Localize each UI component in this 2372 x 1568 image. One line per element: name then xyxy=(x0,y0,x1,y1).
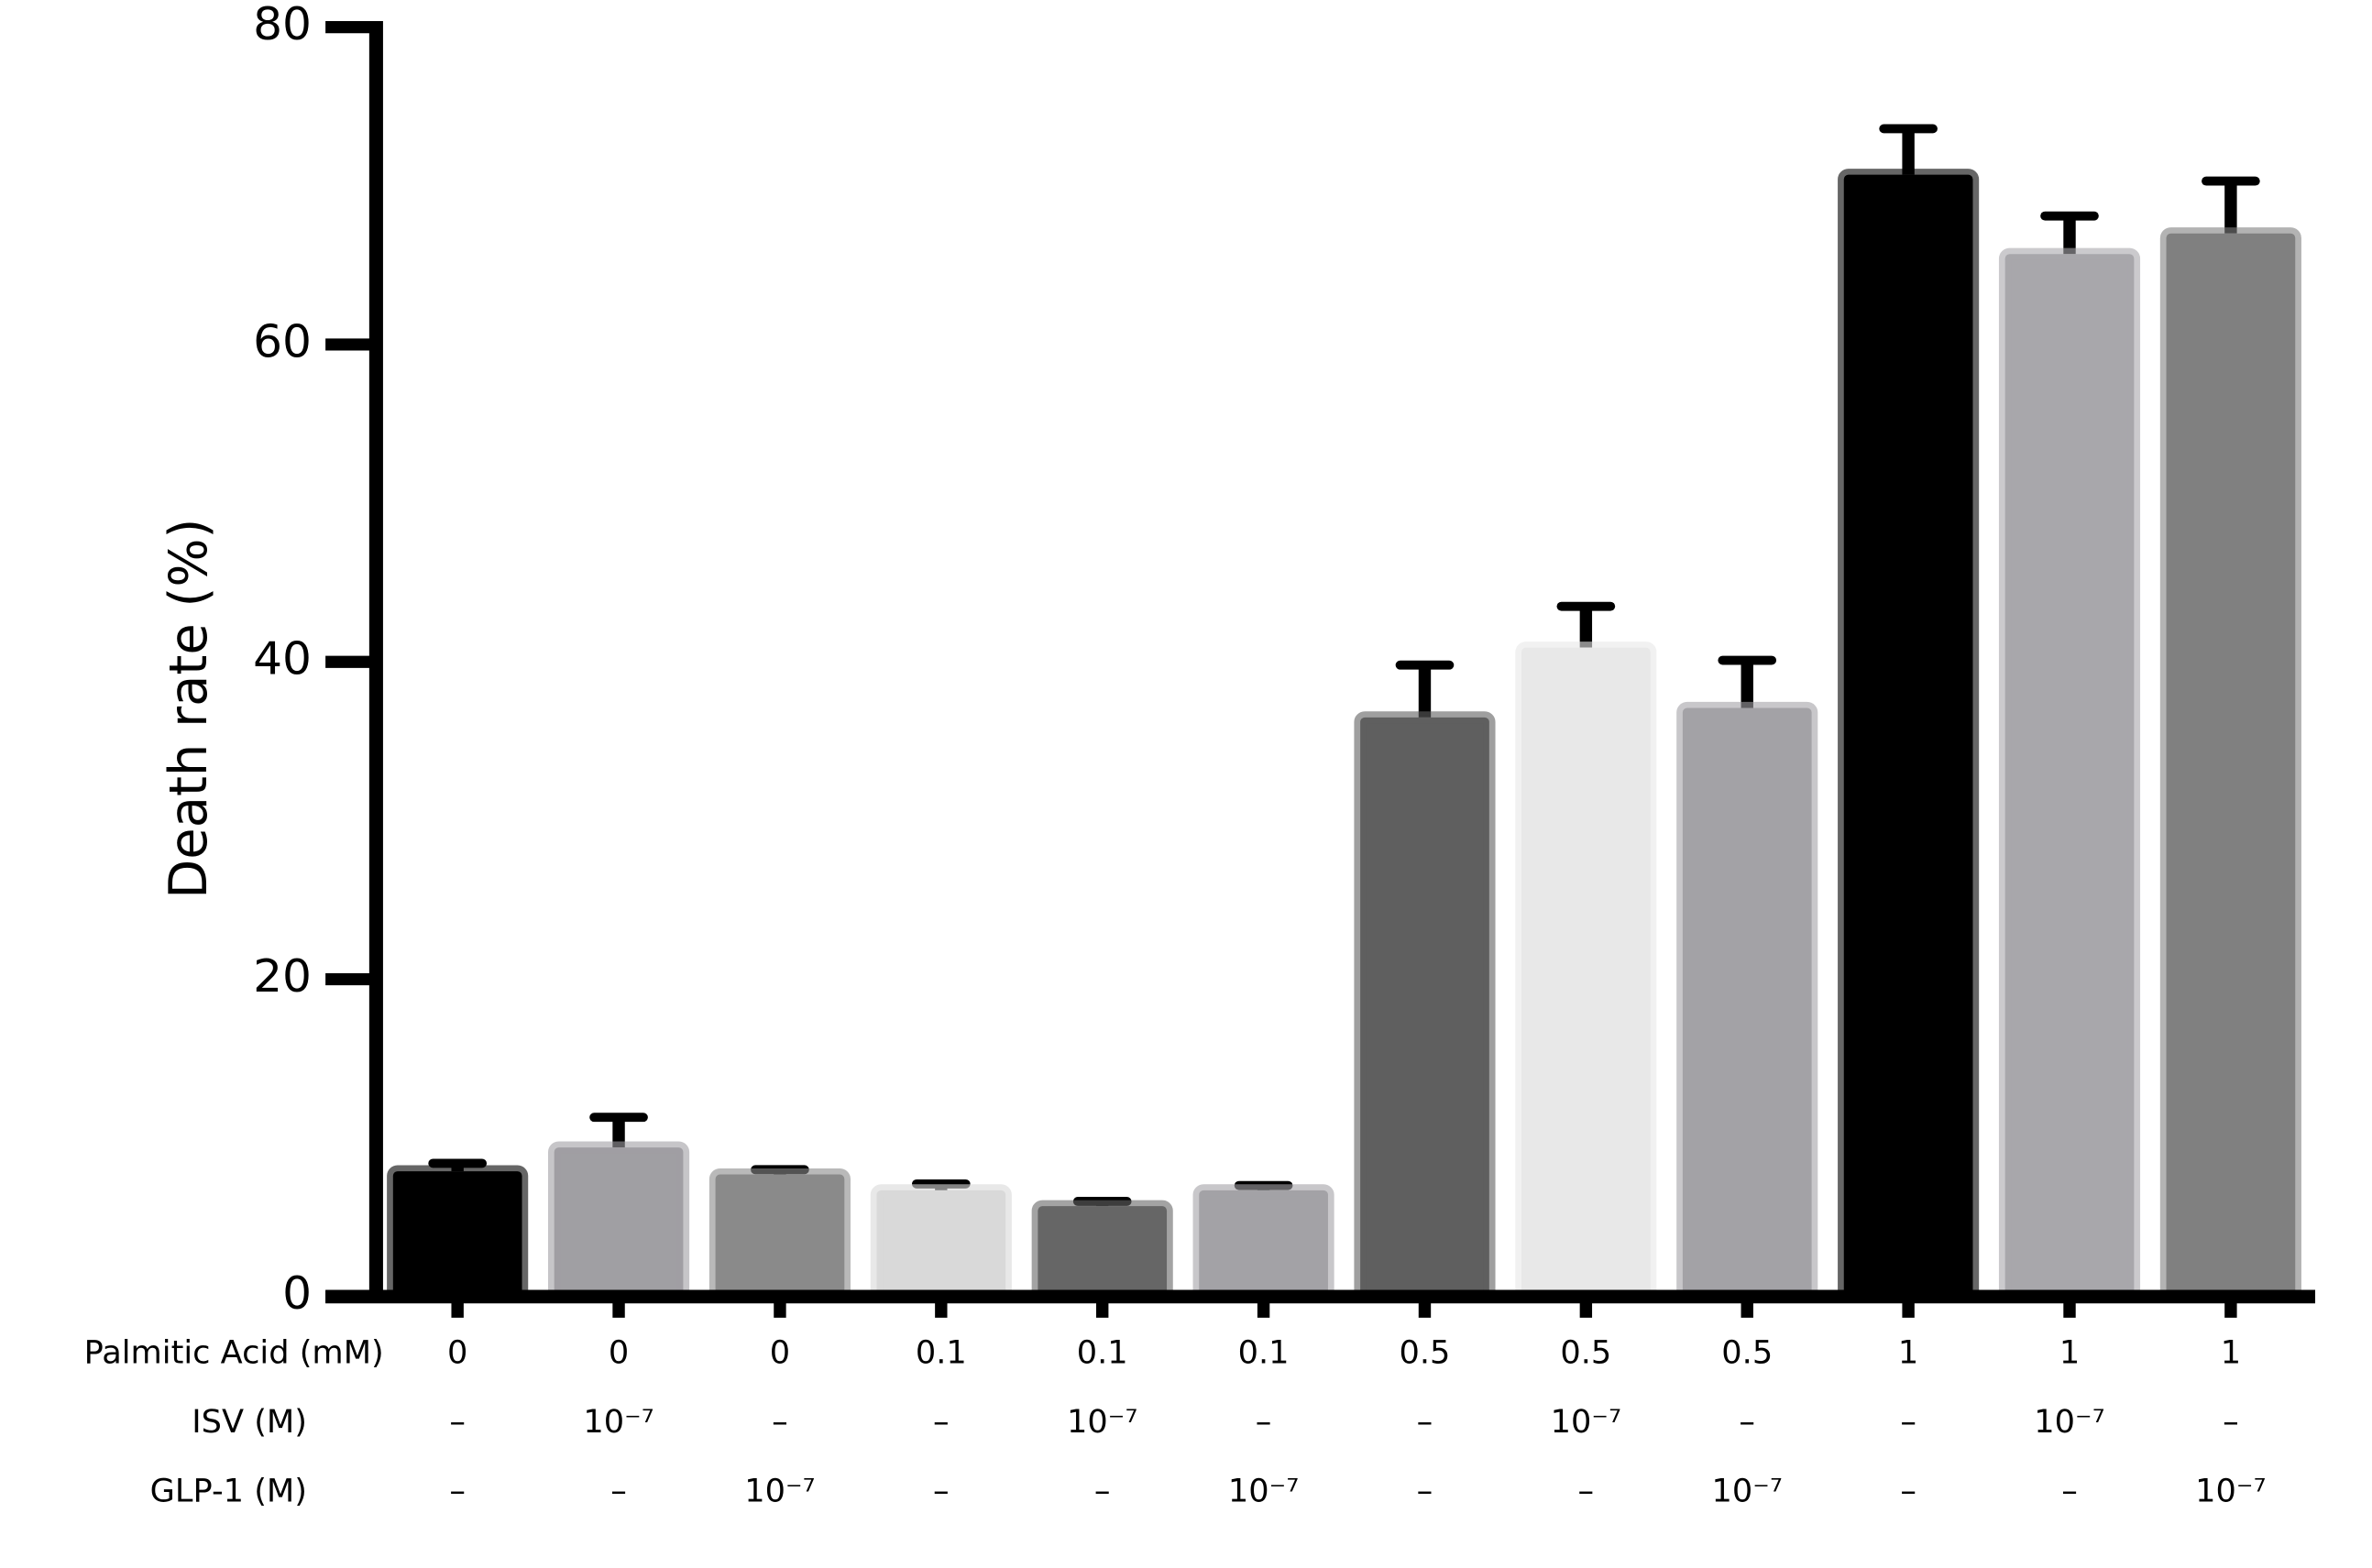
x-tick-label: – xyxy=(772,1404,788,1441)
bar xyxy=(1515,641,1657,1303)
x-tick-label: – xyxy=(933,1404,950,1441)
x-tick-label: 10⁻⁷ xyxy=(1067,1404,1137,1441)
x-tick-label: 0.5 xyxy=(1560,1335,1611,1372)
x-tick-label: – xyxy=(1417,1474,1433,1510)
bar xyxy=(387,1165,529,1303)
x-tick-label: 10⁻⁷ xyxy=(2034,1404,2104,1441)
x-tick-label: 1 xyxy=(1898,1335,1918,1372)
x-tick-label: – xyxy=(1094,1474,1111,1510)
x-tick-label: 0.1 xyxy=(1077,1335,1128,1372)
x-tick-label: – xyxy=(933,1474,950,1510)
bar xyxy=(2159,227,2301,1303)
x-tick-label: – xyxy=(449,1474,466,1510)
row-label: GLP-1 (M) xyxy=(150,1474,307,1510)
x-tick-label: 0.5 xyxy=(1721,1335,1773,1372)
row-label: Palmitic Acid (mM) xyxy=(84,1335,384,1372)
x-tick-label: 10⁻⁷ xyxy=(744,1474,815,1510)
bar xyxy=(1676,701,1818,1303)
x-tick-label: 0.5 xyxy=(1400,1335,1451,1372)
bar xyxy=(870,1184,1012,1303)
y-tick-label: 0 xyxy=(282,1267,312,1320)
bar xyxy=(548,1141,690,1303)
y-tick-label: 20 xyxy=(253,949,312,1002)
x-tick-label: 10⁻⁷ xyxy=(1228,1474,1299,1510)
x-tick-label: – xyxy=(2061,1474,2078,1510)
x-tick-label: – xyxy=(1417,1404,1433,1441)
row-label: ISV (M) xyxy=(192,1404,307,1441)
x-tick-label: – xyxy=(1900,1474,1916,1510)
bar xyxy=(1031,1200,1173,1303)
y-tick-label: 60 xyxy=(253,315,312,367)
y-tick-label: 80 xyxy=(253,0,312,50)
bar xyxy=(1998,247,2141,1303)
x-tick-label: 10⁻⁷ xyxy=(1712,1474,1783,1510)
bar xyxy=(1838,169,1980,1303)
x-tick-label: 0 xyxy=(609,1335,629,1372)
x-tick-label: 10⁻⁷ xyxy=(2195,1474,2266,1510)
x-tick-label: – xyxy=(1578,1474,1595,1510)
y-axis-label: Death rate (%) xyxy=(159,519,220,899)
x-tick-label: – xyxy=(1256,1404,1272,1441)
x-tick-label: 10⁻⁷ xyxy=(583,1404,653,1441)
bar xyxy=(1192,1184,1334,1303)
x-tick-label: 0 xyxy=(447,1335,467,1372)
x-tick-label: 1 xyxy=(2221,1335,2241,1372)
x-tick-label: – xyxy=(1900,1404,1916,1441)
x-tick-label: 0.1 xyxy=(1238,1335,1290,1372)
x-tick-label: – xyxy=(2223,1404,2239,1441)
y-tick-label: 40 xyxy=(253,632,312,685)
bar xyxy=(708,1168,851,1303)
x-tick-label: 0.1 xyxy=(916,1335,967,1372)
x-tick-label: – xyxy=(1739,1404,1755,1441)
x-tick-label: 0 xyxy=(770,1335,790,1372)
x-tick-label: – xyxy=(449,1404,466,1441)
bar xyxy=(1354,711,1496,1303)
x-tick-label: – xyxy=(610,1474,627,1510)
x-tick-label: 10⁻⁷ xyxy=(1551,1404,1621,1441)
x-tick-label: 1 xyxy=(2059,1335,2080,1372)
